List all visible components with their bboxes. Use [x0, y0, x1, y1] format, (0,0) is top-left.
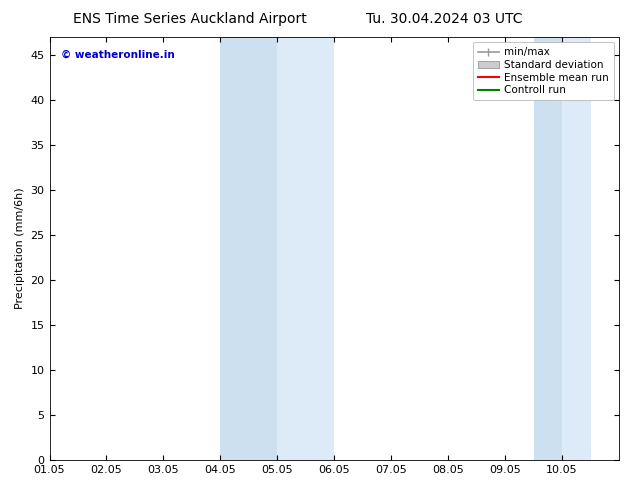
Text: ENS Time Series Auckland Airport: ENS Time Series Auckland Airport	[74, 12, 307, 26]
Bar	[277, 37, 334, 460]
Text: Tu. 30.04.2024 03 UTC: Tu. 30.04.2024 03 UTC	[366, 12, 522, 26]
Text: © weatheronline.in: © weatheronline.in	[61, 50, 175, 60]
Y-axis label: Precipitation (mm/6h): Precipitation (mm/6h)	[15, 188, 25, 309]
Legend: min/max, Standard deviation, Ensemble mean run, Controll run: min/max, Standard deviation, Ensemble me…	[472, 42, 614, 100]
Bar	[534, 37, 562, 460]
Bar	[562, 37, 590, 460]
Bar	[221, 37, 277, 460]
